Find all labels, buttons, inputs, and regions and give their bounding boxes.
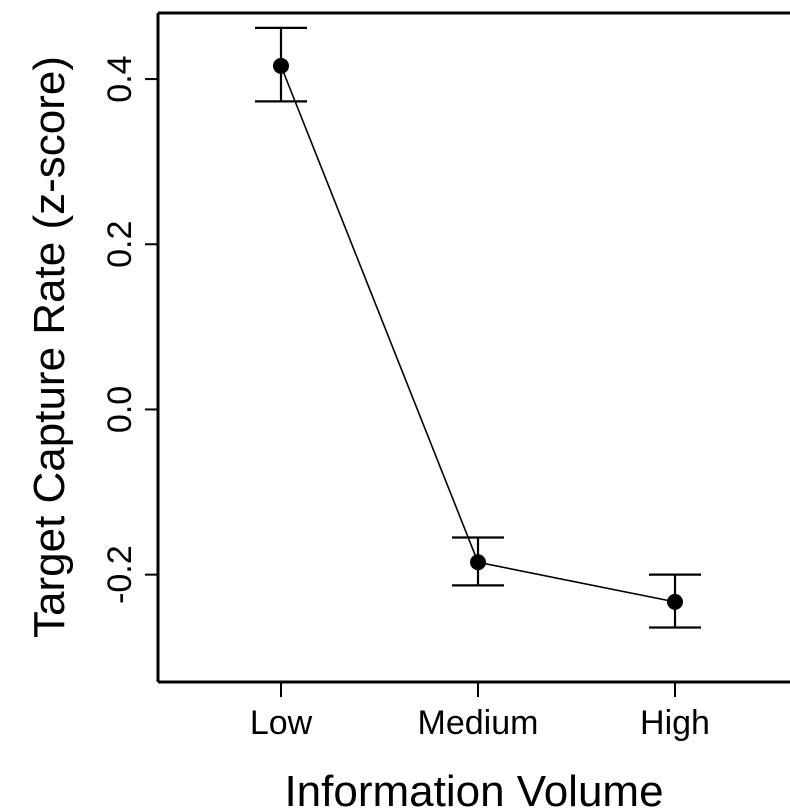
x-tick-label: Low [250,704,313,742]
series-line [280,65,676,603]
plot-frame [156,11,790,684]
y-tick-label: -0.2 [101,545,139,604]
x-axis-ticks: Low Medium High [250,682,710,742]
y-axis-title: Target Capture Rate (z-score) [25,56,74,638]
data-point [470,554,486,571]
x-tick-label: High [640,704,710,742]
y-tick-label: 0.0 [101,386,139,433]
y-tick-label: 0.2 [101,221,139,268]
data-point [667,593,683,610]
data-point [273,57,289,74]
series-group [255,26,701,629]
y-tick-label: 0.4 [101,55,139,102]
y-axis-ticks: -0.2 0.0 0.2 0.4 [101,55,158,604]
x-tick-label: Medium [418,704,539,742]
x-axis-title: Information Volume [284,767,663,812]
